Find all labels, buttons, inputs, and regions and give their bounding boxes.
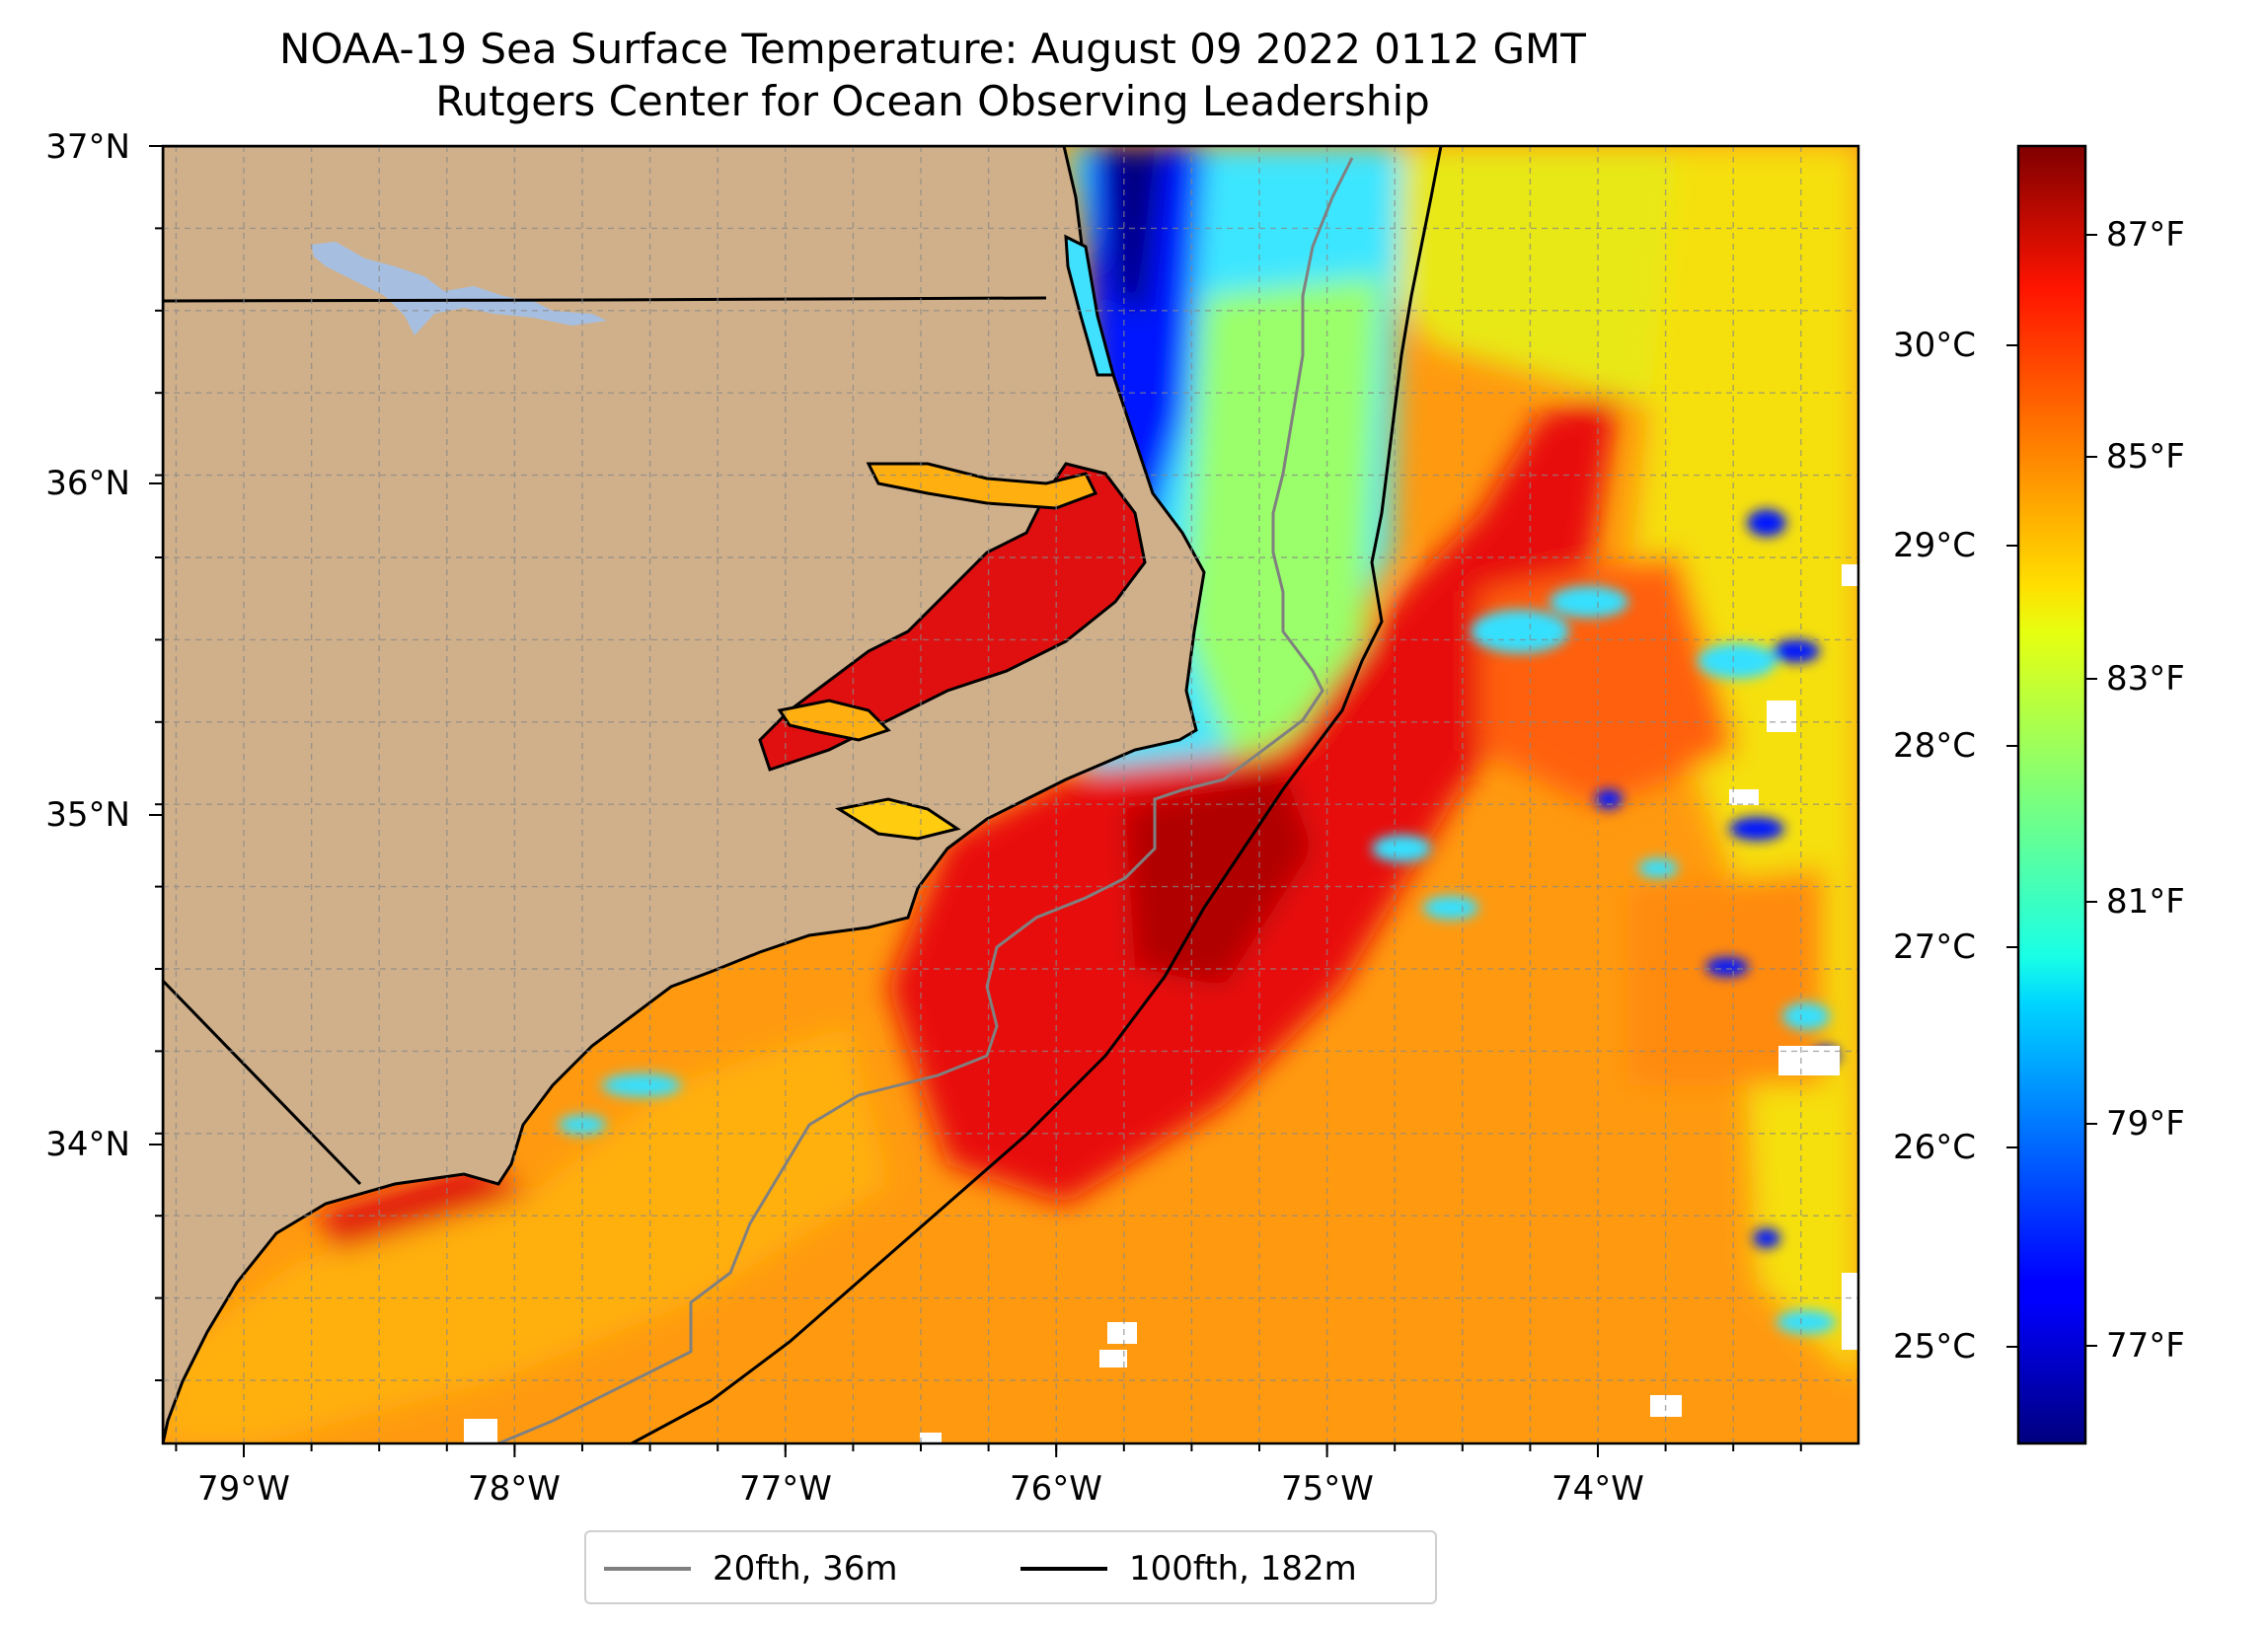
legend-line-black <box>1021 1567 1107 1571</box>
gridlines <box>163 146 1858 1443</box>
colorbar-fahrenheit-label: 81°F <box>2106 882 2185 922</box>
va-nc-border <box>163 296 1047 303</box>
pamlico-river <box>777 699 891 742</box>
isobath-20fth <box>497 157 1354 1443</box>
chart-title: NOAA-19 Sea Surface Temperature: August … <box>279 25 1586 73</box>
colorbar-celsius-label: 27°C <box>1893 927 1977 967</box>
colorbar-celsius-label: 30°C <box>1893 326 1977 365</box>
axis-ticks <box>149 145 1802 1457</box>
map-frame <box>161 144 1860 1445</box>
colorbar-fahrenheit-label: 79°F <box>2106 1104 2185 1144</box>
lon-label: 77°W <box>739 1469 832 1509</box>
colorbar-fahrenheit-label: 87°F <box>2106 215 2185 255</box>
lat-label: 37°N <box>45 127 130 167</box>
pamlico-sound <box>758 462 1147 772</box>
lon-label: 74°W <box>1551 1469 1644 1509</box>
legend-label: 20fth, 36m <box>713 1549 898 1589</box>
lon-label: 78°W <box>468 1469 561 1509</box>
isobath-100fth <box>631 146 1443 1443</box>
colorbar <box>2016 144 2087 1445</box>
nc-sc-border <box>163 979 362 1186</box>
currituck-sound <box>1064 234 1115 377</box>
colorbar-ticks <box>2006 234 2097 1348</box>
legend: 20fth, 36m 100fth, 182m <box>584 1530 1437 1604</box>
lon-label: 75°W <box>1281 1469 1374 1509</box>
colorbar-celsius-label: 26°C <box>1893 1128 1977 1167</box>
legend-line-gray <box>604 1567 691 1571</box>
chart-subtitle: Rutgers Center for Ocean Observing Leade… <box>435 77 1430 125</box>
colorbar-celsius-label: 29°C <box>1893 526 1977 565</box>
colorbar-fahrenheit-label: 83°F <box>2106 659 2185 699</box>
lon-label: 79°W <box>197 1469 290 1509</box>
legend-label: 100fth, 182m <box>1129 1549 1357 1589</box>
cloud-mask-patches <box>464 564 1858 1443</box>
lat-label: 35°N <box>45 795 130 835</box>
cold-eddies <box>559 509 1840 1334</box>
kerr-lake <box>311 242 607 335</box>
colorbar-fahrenheit-label: 77°F <box>2106 1326 2185 1366</box>
colorbar-celsius-label: 25°C <box>1893 1327 1977 1367</box>
lat-label: 34°N <box>45 1125 130 1164</box>
lon-label: 76°W <box>1010 1469 1102 1509</box>
neuse-river <box>835 797 961 841</box>
lat-label: 36°N <box>45 464 130 503</box>
colorbar-celsius-label: 28°C <box>1893 726 1977 766</box>
legend-item-100fth: 100fth, 182m <box>1021 1544 1357 1593</box>
legend-item-20fth: 20fth, 36m <box>604 1544 898 1593</box>
colorbar-fahrenheit-label: 85°F <box>2106 437 2185 477</box>
